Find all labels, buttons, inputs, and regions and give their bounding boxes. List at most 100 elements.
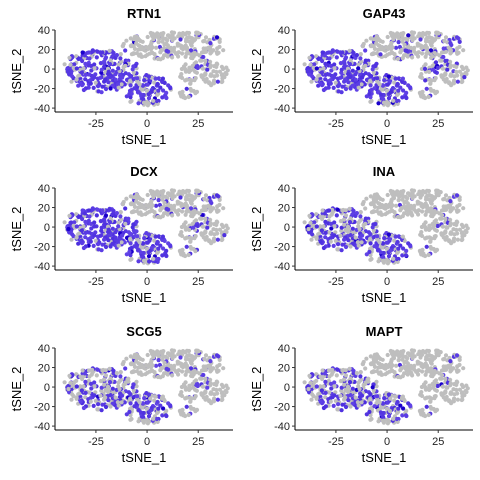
data-point	[74, 212, 79, 217]
data-point	[383, 202, 389, 208]
data-point	[351, 208, 356, 213]
data-point	[72, 220, 77, 225]
data-point	[187, 387, 192, 392]
data-point	[367, 249, 372, 254]
data-point	[190, 63, 195, 69]
data-point	[383, 54, 388, 59]
data-point	[215, 231, 220, 236]
data-point	[135, 76, 140, 81]
data-point	[320, 50, 325, 55]
data-point	[155, 250, 160, 256]
data-point	[348, 216, 353, 221]
data-point	[432, 78, 437, 83]
data-point	[417, 349, 422, 354]
data-point	[193, 218, 199, 223]
data-point	[396, 88, 401, 93]
data-point	[155, 399, 160, 405]
data-point	[103, 213, 109, 218]
data-point	[128, 36, 133, 41]
data-point	[155, 214, 161, 220]
data-point	[200, 384, 205, 389]
data-point	[340, 368, 345, 373]
data-point	[161, 88, 166, 93]
data-point	[454, 227, 459, 232]
panel-title: GAP43	[363, 6, 406, 21]
data-point	[401, 246, 406, 251]
data-point	[119, 400, 124, 405]
data-point	[102, 217, 107, 222]
data-point	[372, 86, 377, 91]
data-point	[404, 206, 409, 211]
data-point	[342, 237, 347, 242]
data-point	[113, 77, 118, 82]
data-point	[128, 392, 133, 397]
data-point	[353, 235, 358, 240]
data-point	[108, 86, 113, 91]
data-point	[381, 414, 386, 419]
data-point	[323, 230, 328, 235]
data-point	[154, 256, 159, 262]
data-point	[340, 242, 345, 247]
data-point	[106, 71, 111, 77]
data-point	[434, 30, 439, 35]
data-point	[327, 230, 332, 235]
data-point	[128, 74, 133, 79]
data-point	[88, 81, 93, 86]
data-point	[171, 207, 177, 212]
data-point	[359, 82, 364, 87]
data-point	[215, 237, 220, 242]
data-point	[331, 403, 336, 408]
data-point	[177, 349, 182, 354]
data-point	[398, 403, 403, 408]
data-point	[69, 397, 74, 402]
data-point	[121, 359, 126, 365]
data-point	[155, 189, 160, 194]
data-point	[302, 380, 307, 385]
data-point	[119, 75, 124, 80]
data-point	[387, 408, 392, 413]
data-point	[214, 382, 219, 387]
data-point	[322, 53, 327, 58]
data-point	[393, 76, 398, 81]
data-point	[136, 205, 141, 210]
data-point	[77, 73, 82, 78]
data-point	[326, 208, 332, 213]
data-point	[164, 248, 169, 253]
data-point	[171, 30, 177, 35]
data-point	[347, 220, 353, 225]
data-point	[188, 81, 193, 86]
data-point	[429, 406, 434, 411]
data-point	[428, 81, 433, 86]
data-point	[323, 61, 328, 66]
data-point	[144, 246, 149, 251]
data-point	[395, 250, 400, 256]
data-point	[361, 199, 366, 205]
data-point	[147, 90, 152, 95]
data-point	[156, 358, 161, 363]
data-point	[127, 409, 132, 414]
data-point	[157, 362, 162, 368]
data-point	[434, 348, 439, 353]
data-point	[145, 240, 150, 245]
y-axis-title: tSNE_2	[9, 49, 24, 94]
data-point	[346, 71, 351, 77]
data-point	[321, 405, 326, 411]
data-point	[320, 208, 325, 213]
data-point	[381, 96, 386, 101]
data-point	[321, 224, 326, 229]
data-point	[209, 241, 214, 246]
data-point	[123, 48, 128, 53]
data-point	[108, 216, 113, 221]
data-point	[131, 369, 136, 374]
data-point	[118, 374, 123, 379]
data-point	[149, 205, 154, 210]
data-point	[83, 235, 88, 240]
data-point	[399, 189, 404, 194]
data-point	[208, 199, 213, 204]
data-point	[74, 66, 79, 71]
data-point	[183, 78, 188, 83]
data-point	[204, 367, 209, 372]
data-point	[82, 371, 87, 376]
data-point	[455, 368, 460, 373]
data-point	[441, 204, 446, 209]
